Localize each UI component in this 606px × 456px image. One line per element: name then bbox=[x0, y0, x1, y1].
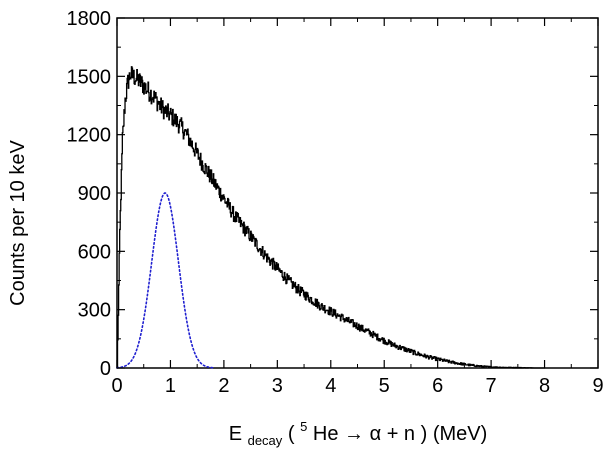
x-tick-label: 6 bbox=[432, 375, 443, 397]
series-gaussian bbox=[116, 192, 214, 369]
series-layer bbox=[116, 66, 546, 369]
x-tick-label: 7 bbox=[486, 375, 497, 397]
y-tick-label: 900 bbox=[78, 183, 111, 205]
y-tick-label: 1200 bbox=[67, 125, 112, 147]
x-axis-title: E decay ( 5 He → α + n ) (MeV) bbox=[229, 414, 488, 450]
y-tick-label: 1800 bbox=[67, 8, 112, 30]
x-tick-label: 2 bbox=[218, 375, 229, 397]
x-tick-label: 3 bbox=[272, 375, 283, 397]
y-tick-label: 600 bbox=[78, 241, 111, 263]
y-tick-label: 0 bbox=[100, 358, 111, 380]
x-axis-title-close: ) (MeV) bbox=[421, 423, 488, 445]
x-tick-label: 8 bbox=[539, 375, 550, 397]
y-axis-title: Counts per 10 keV bbox=[7, 140, 29, 306]
x-tick-label: 4 bbox=[325, 375, 336, 397]
x-tick-label: 5 bbox=[379, 375, 390, 397]
x-axis-title-reaction: He → α + n bbox=[313, 423, 415, 445]
plot-frame bbox=[116, 17, 599, 369]
x-tick-label: 9 bbox=[592, 375, 603, 397]
x-axis-title-prefix: E bbox=[229, 423, 242, 445]
y-tick-label: 300 bbox=[78, 300, 111, 322]
plot-area bbox=[116, 17, 599, 369]
x-axis-title-open: ( bbox=[288, 423, 295, 445]
x-tick-label: 0 bbox=[111, 375, 122, 397]
y-tick-label: 1500 bbox=[67, 66, 112, 88]
series-histogram bbox=[116, 66, 546, 369]
x-axis-title-subscript: decay bbox=[248, 433, 283, 448]
x-axis-title-superscript: 5 bbox=[300, 419, 307, 434]
x-tick-label: 1 bbox=[165, 375, 176, 397]
axes-layer: 0 1 2 3 4 5 6 7 8 9 0 300 600 900 1200 1500 1800 bbox=[67, 8, 604, 397]
